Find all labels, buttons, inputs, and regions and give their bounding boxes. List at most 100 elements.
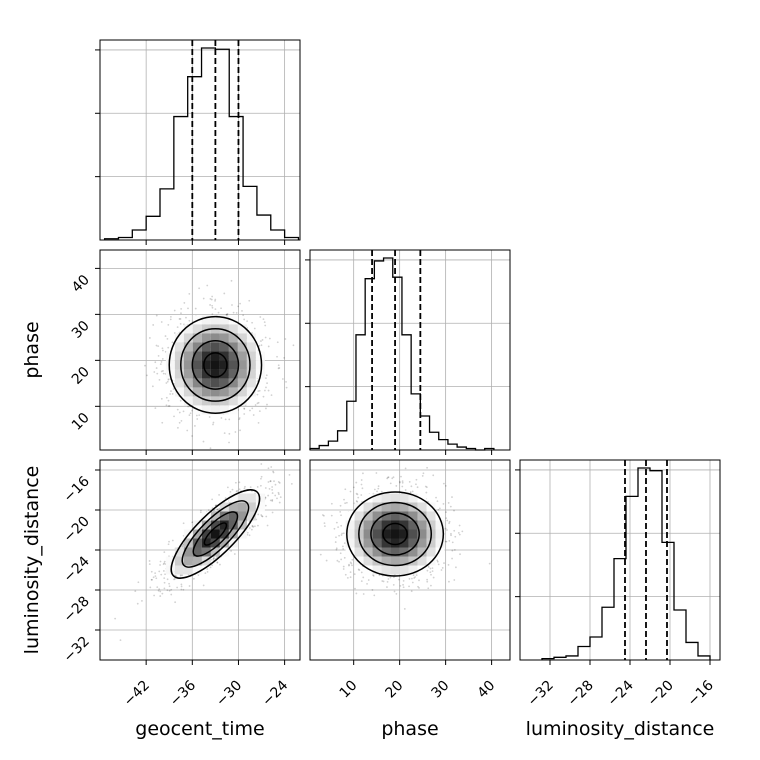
- sample-point: [214, 308, 217, 311]
- hist-bar: [132, 230, 146, 240]
- density-cell: [219, 369, 229, 379]
- sample-point: [158, 588, 161, 591]
- sample-point: [367, 579, 370, 581]
- sample-point: [220, 417, 223, 419]
- density-cell: [381, 520, 391, 530]
- contour-line: [168, 315, 263, 414]
- sample-point: [431, 567, 434, 570]
- sample-point: [377, 487, 380, 490]
- sample-point: [159, 564, 161, 566]
- density-cell: [210, 378, 220, 388]
- sample-point: [225, 313, 228, 316]
- panel-frame: [99, 249, 301, 451]
- sample-point: [338, 534, 340, 537]
- density-cell: [183, 556, 193, 566]
- density-cell: [174, 378, 184, 388]
- density-cell: [426, 520, 436, 530]
- sample-point: [176, 586, 179, 589]
- sample-point: [402, 586, 405, 589]
- sample-point: [169, 318, 172, 321]
- sample-point: [392, 583, 395, 586]
- density-cell: [408, 529, 418, 539]
- sample-point: [267, 345, 270, 348]
- sample-point: [382, 580, 385, 583]
- contour-line: [370, 512, 420, 556]
- hist-bar: [650, 471, 662, 660]
- density-cell: [399, 529, 409, 539]
- hist-bar: [402, 335, 411, 450]
- sample-point: [183, 302, 186, 304]
- density-cell: [219, 520, 229, 530]
- sample-point: [264, 336, 267, 339]
- sample-point: [447, 502, 450, 504]
- sample-point: [265, 515, 268, 518]
- density-cell: [237, 511, 247, 521]
- x-axis-label: geocent_time: [135, 718, 264, 740]
- density-cell: [219, 405, 229, 415]
- sample-point: [212, 557, 215, 560]
- sample-point: [178, 411, 181, 414]
- sample-point: [284, 338, 287, 340]
- sample-point: [182, 543, 185, 546]
- density-cell: [228, 502, 238, 512]
- sample-point: [238, 481, 241, 484]
- sample-point: [450, 534, 452, 537]
- sample-point: [269, 480, 272, 482]
- sample-point: [202, 584, 205, 587]
- sample-point: [264, 324, 267, 327]
- sample-point: [401, 480, 404, 483]
- density-cell: [201, 520, 211, 530]
- sample-point: [411, 577, 413, 580]
- sample-point: [413, 577, 416, 579]
- sample-point: [264, 487, 267, 489]
- sample-point: [251, 524, 254, 527]
- sample-point: [154, 361, 157, 364]
- sample-point: [160, 321, 163, 323]
- density-cell: [372, 511, 382, 521]
- y-tick-label: 30: [69, 318, 93, 342]
- density-cell: [228, 511, 238, 521]
- sample-point: [432, 474, 435, 477]
- density-cell: [201, 360, 211, 370]
- sample-point: [342, 548, 345, 550]
- density-cell: [372, 565, 382, 575]
- sample-point: [160, 361, 163, 363]
- sample-point: [257, 524, 259, 527]
- y-tick-label: −16: [61, 473, 93, 505]
- sample-point: [211, 304, 214, 307]
- sample-point: [216, 561, 219, 564]
- density-cell: [237, 378, 247, 388]
- x-tick-label: −32: [525, 678, 557, 710]
- sample-point: [141, 600, 143, 602]
- sample-point: [180, 419, 183, 422]
- density-cell: [201, 396, 211, 406]
- sample-point: [366, 582, 368, 585]
- sample-point: [231, 488, 234, 491]
- sample-point: [119, 639, 122, 642]
- sample-point: [386, 477, 389, 480]
- x-tick-label: 10: [337, 678, 361, 702]
- sample-point: [164, 335, 167, 337]
- density-cell: [192, 333, 202, 343]
- sample-point: [415, 483, 417, 486]
- sample-point: [243, 407, 246, 410]
- sample-point: [321, 514, 324, 516]
- sample-point: [199, 511, 202, 514]
- sample-point: [335, 536, 337, 539]
- x-tick-label: −16: [685, 677, 717, 709]
- density-cell: [210, 351, 220, 361]
- sample-point: [264, 389, 266, 392]
- sample-point: [163, 577, 166, 580]
- density-cell: [165, 556, 175, 566]
- sample-point: [199, 509, 202, 512]
- sample-point: [389, 482, 392, 485]
- sample-point: [358, 569, 361, 571]
- sample-point: [168, 585, 171, 588]
- sample-point: [339, 504, 342, 507]
- sample-point: [272, 470, 274, 473]
- sample-point: [398, 578, 400, 581]
- sample-point: [148, 563, 151, 566]
- density-cell: [192, 529, 202, 539]
- sample-point: [334, 541, 337, 543]
- sample-point: [165, 396, 168, 399]
